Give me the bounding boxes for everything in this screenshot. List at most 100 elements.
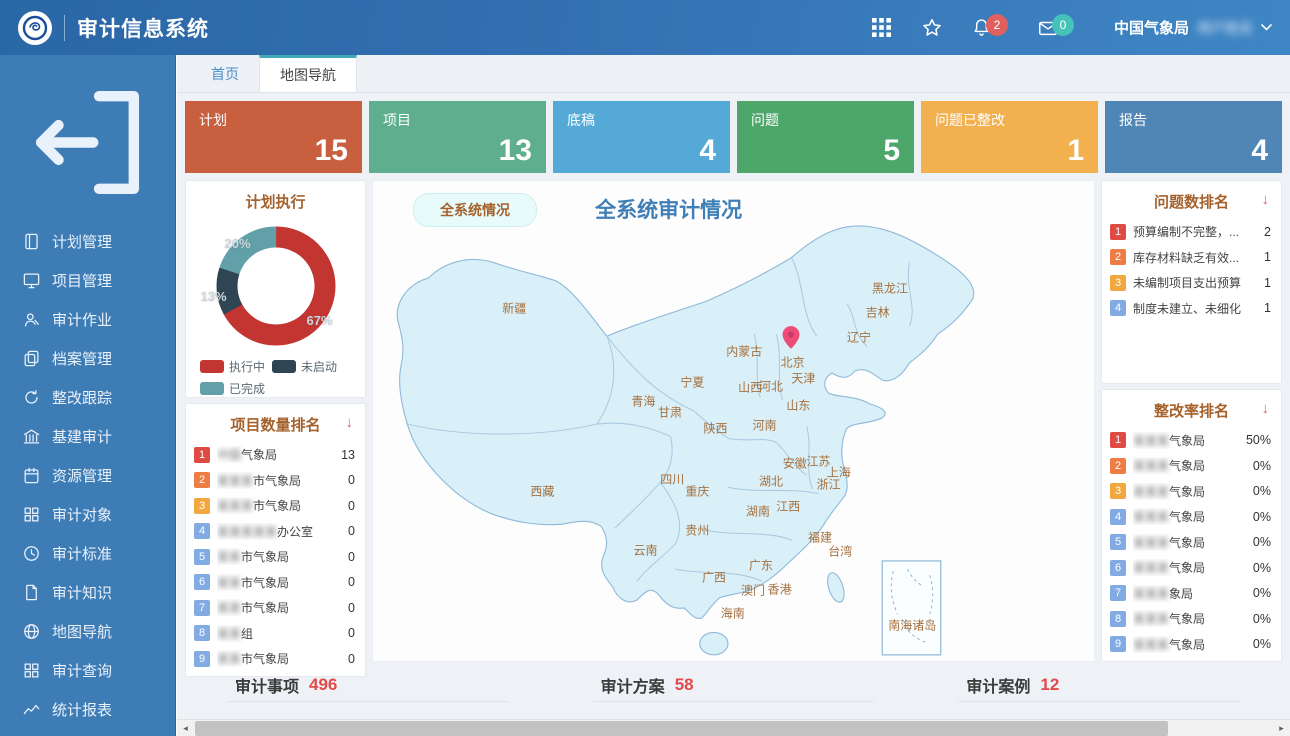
sidebar-item-label: 整改跟踪 bbox=[52, 390, 113, 407]
rank-row-6[interactable]: 6 某某某气象局 0% bbox=[1110, 555, 1271, 581]
sort-desc-icon[interactable]: ↓ bbox=[1261, 399, 1270, 417]
footer-stat-value: 12 bbox=[1040, 674, 1060, 694]
visible-text: 办公室 bbox=[277, 524, 314, 539]
masked-text: 某某某某某 bbox=[217, 524, 278, 539]
footer-stat-label: 审计方案 bbox=[600, 678, 665, 696]
header-actions: 2 0 中国气象局 用户姓名 bbox=[870, 13, 1272, 40]
system-scope-button[interactable]: 全系统情况 bbox=[413, 193, 537, 227]
notification-badge[interactable]: 2 bbox=[985, 13, 1008, 36]
sidebar-item-10[interactable]: 审计知识 bbox=[0, 573, 175, 612]
sidebar-item-label: 审计查询 bbox=[52, 663, 113, 680]
plan-donut-chart[interactable]: 20% 13% 67% bbox=[201, 216, 351, 356]
sidebar-item-8[interactable]: 审计对象 bbox=[0, 495, 175, 534]
sidebar-item-4[interactable]: 档案管理 bbox=[0, 339, 175, 378]
sidebar-item-label: 审计标准 bbox=[52, 546, 113, 563]
province-label-23: 江西 bbox=[776, 499, 801, 514]
scroll-right-icon[interactable]: ▸ bbox=[1279, 723, 1284, 733]
stat-card-4[interactable]: 问题 5 bbox=[737, 101, 914, 173]
tab-1[interactable]: 首页 bbox=[211, 65, 239, 82]
sidebar-item-1[interactable]: 计划管理 bbox=[0, 222, 175, 261]
rank-row-7[interactable]: 7 某某市气象局 0 bbox=[194, 595, 355, 621]
rank-row-1[interactable]: 1 某某某气象局 50% bbox=[1110, 428, 1271, 454]
rank-row-4[interactable]: 4 某某某气象局 0% bbox=[1110, 504, 1271, 530]
rank-name: 未编制项目支出预算 bbox=[1133, 274, 1257, 291]
scrollbar-thumb[interactable] bbox=[195, 721, 1168, 736]
rank-row-8[interactable]: 8 某某组 0 bbox=[194, 621, 355, 647]
stat-card-6[interactable]: 报告 4 bbox=[1105, 101, 1282, 173]
project-rank-list: 1 中国气象局 13 2 某某某市气象局 0 3 某某某市气象局 0 4 某某某某某办公室 0 5 某某市… bbox=[186, 435, 365, 676]
rank-badge: 3 bbox=[1110, 274, 1126, 291]
rank-value: 0 bbox=[348, 524, 355, 539]
sidebar-item-6[interactable]: 基建审计 bbox=[0, 417, 175, 456]
rank-row-7[interactable]: 7 某某某象局 0% bbox=[1110, 581, 1271, 607]
legend-item-3[interactable]: 已完成 bbox=[200, 380, 272, 397]
sidebar-item-5[interactable]: 整改跟踪 bbox=[0, 378, 175, 417]
user-menu[interactable]: 中国气象局 用户姓名 bbox=[1114, 17, 1272, 38]
stat-card-value: 4 bbox=[1251, 134, 1268, 167]
legend-label: 未启动 bbox=[301, 360, 338, 374]
rank-row-2[interactable]: 2 某某某气象局 0% bbox=[1110, 453, 1271, 479]
rank-row-4[interactable]: 4 制度未建立、未细化 1 bbox=[1110, 296, 1271, 322]
sidebar-item-13[interactable]: 统计报表 bbox=[0, 690, 175, 729]
mail-icon[interactable]: 0 bbox=[1036, 13, 1074, 40]
rank-row-5[interactable]: 5 某某某气象局 0% bbox=[1110, 530, 1271, 556]
sidebar-item-7[interactable]: 资源管理 bbox=[0, 456, 175, 495]
tab-bar: 首页 地图导航 bbox=[177, 55, 1290, 93]
province-label-33: 澳门 bbox=[740, 583, 765, 598]
star-icon[interactable] bbox=[920, 16, 944, 40]
rank-name: 某某某市气象局 bbox=[217, 497, 341, 514]
stat-card-2[interactable]: 项目 13 bbox=[369, 101, 546, 173]
visible-text: 市气象局 bbox=[241, 652, 290, 667]
rank-row-2[interactable]: 2 库存材料缺乏有效... 1 bbox=[1110, 245, 1271, 271]
sort-desc-icon[interactable]: ↓ bbox=[1261, 191, 1270, 208]
masked-text: 某某某 bbox=[1133, 612, 1170, 627]
sidebar-item-12[interactable]: 审计查询 bbox=[0, 651, 175, 690]
sidebar-item-14[interactable]: 系统使用 bbox=[0, 729, 175, 736]
sidebar-item-9[interactable]: 审计标准 bbox=[0, 534, 175, 573]
visible-text: 市气象局 bbox=[253, 473, 302, 488]
donut-label-notstarted: 13% bbox=[200, 289, 227, 304]
beijing-pin-icon[interactable] bbox=[782, 326, 800, 349]
sidebar-collapse-icon[interactable] bbox=[0, 67, 175, 222]
stat-card-5[interactable]: 问题已整改 1 bbox=[921, 101, 1098, 173]
rank-row-3[interactable]: 3 某某某气象局 0% bbox=[1110, 479, 1271, 505]
rank-row-8[interactable]: 8 某某某气象局 0% bbox=[1110, 606, 1271, 632]
rank-badge: 1 bbox=[194, 446, 210, 463]
rank-row-6[interactable]: 6 某某市气象局 0 bbox=[194, 570, 355, 596]
china-map-canvas[interactable]: 新疆 西藏 青海 甘肃 宁夏 内蒙古 陕西 山西 河北 北京 天津 山东 河南 黑龙江 吉林 辽宁 四川 重庆 云南… bbox=[373, 181, 1094, 661]
rank-row-3[interactable]: 3 某某某市气象局 0 bbox=[194, 493, 355, 519]
bell-icon[interactable]: 2 bbox=[970, 13, 1008, 40]
message-badge[interactable]: 0 bbox=[1051, 13, 1074, 36]
tab-2[interactable]: 地图导航 bbox=[259, 55, 357, 92]
sort-desc-icon[interactable]: ↓ bbox=[345, 414, 354, 431]
rank-row-2[interactable]: 2 某某某市气象局 0 bbox=[194, 468, 355, 494]
province-label-25: 江苏 bbox=[806, 454, 831, 469]
sidebar-item-11[interactable]: 地图导航 bbox=[0, 612, 175, 651]
province-label-15: 吉林 bbox=[865, 305, 890, 320]
stat-card-1[interactable]: 计划 15 bbox=[185, 101, 362, 173]
scroll-left-icon[interactable]: ◂ bbox=[183, 723, 188, 733]
masked-text: 某某 bbox=[217, 601, 242, 616]
rank-row-9[interactable]: 9 某某市气象局 0 bbox=[194, 646, 355, 672]
rank-badge: 1 bbox=[1110, 223, 1126, 240]
apps-grid-icon[interactable] bbox=[870, 16, 894, 40]
horizontal-scrollbar[interactable]: ◂ ▸ bbox=[177, 719, 1290, 736]
stat-card-3[interactable]: 底稿 4 bbox=[553, 101, 730, 173]
legend-item-1[interactable]: 执行中 bbox=[200, 358, 272, 375]
rank-row-4[interactable]: 4 某某某某某办公室 0 bbox=[194, 519, 355, 545]
rank-badge: 2 bbox=[1110, 457, 1126, 474]
rank-row-9[interactable]: 9 某某某气象局 0% bbox=[1110, 632, 1271, 658]
plan-execution-panel: 计划执行 20% 13% 67% 执行中 未启动 已完成 bbox=[185, 180, 366, 398]
province-label-14: 黑龙江 bbox=[871, 281, 908, 296]
province-label-26: 上海 bbox=[826, 465, 851, 480]
visible-text: 象局 bbox=[1169, 586, 1194, 601]
rank-row-1[interactable]: 1 中国气象局 13 bbox=[194, 442, 355, 468]
sidebar-item-2[interactable]: 项目管理 bbox=[0, 261, 175, 300]
province-label-21: 湖南 bbox=[745, 504, 771, 519]
masked-text: 某某某 bbox=[1133, 484, 1170, 499]
rank-row-1[interactable]: 1 预算编制不完整，... 2 bbox=[1110, 219, 1271, 245]
rank-row-5[interactable]: 5 某某市气象局 0 bbox=[194, 544, 355, 570]
rank-row-3[interactable]: 3 未编制项目支出预算 1 bbox=[1110, 270, 1271, 296]
sidebar-item-3[interactable]: 审计作业 bbox=[0, 300, 175, 339]
legend-item-2[interactable]: 未启动 bbox=[272, 358, 344, 375]
